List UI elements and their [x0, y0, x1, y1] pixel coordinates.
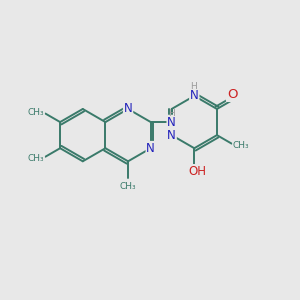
- Text: OH: OH: [188, 165, 206, 178]
- Text: N: N: [146, 142, 155, 155]
- Text: CH₃: CH₃: [120, 182, 136, 191]
- Text: CH₃: CH₃: [233, 141, 250, 150]
- Text: N: N: [167, 116, 176, 129]
- Text: H: H: [168, 109, 175, 118]
- Text: CH₃: CH₃: [28, 108, 44, 117]
- Text: N: N: [190, 89, 199, 102]
- Text: H: H: [190, 82, 197, 91]
- Text: O: O: [227, 88, 237, 101]
- Text: N: N: [124, 103, 132, 116]
- Text: CH₃: CH₃: [28, 154, 44, 163]
- Text: N: N: [167, 129, 176, 142]
